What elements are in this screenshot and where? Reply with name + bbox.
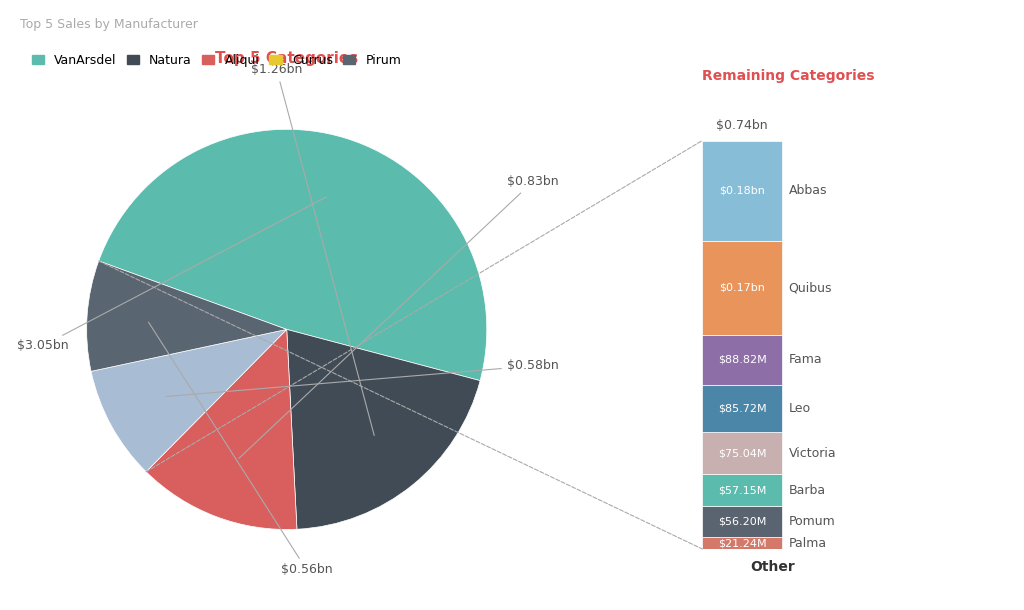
Text: Top 5 Sales by Manufacturer: Top 5 Sales by Manufacturer [20,18,199,31]
Text: $0.17bn: $0.17bn [719,283,765,293]
Text: $0.58bn: $0.58bn [167,359,558,396]
Bar [702,336,782,385]
Text: $0.18bn: $0.18bn [719,185,765,196]
Text: Quibus: Quibus [788,281,831,295]
Bar [702,432,782,474]
Text: Palma: Palma [788,537,826,550]
Text: $75.04M: $75.04M [718,448,766,458]
Bar [702,474,782,506]
Bar [702,385,782,432]
Bar [702,140,782,241]
Text: $21.24M: $21.24M [718,538,766,548]
Bar [702,241,782,336]
Text: $3.05bn: $3.05bn [16,197,327,353]
Text: Victoria: Victoria [788,447,837,460]
Wedge shape [91,329,287,472]
Text: Pomum: Pomum [788,515,836,528]
Text: $88.82M: $88.82M [718,355,767,365]
Title: Remaining Categories: Remaining Categories [702,70,874,84]
Wedge shape [146,329,297,529]
Bar [702,537,782,549]
Text: Fama: Fama [788,353,822,367]
Wedge shape [98,129,486,381]
Title: Top 5 Categories: Top 5 Categories [215,51,358,66]
Text: Barba: Barba [788,484,825,497]
Text: $56.20M: $56.20M [718,517,766,526]
Legend: VanArsdel, Natura, Aliqui, Currus, Pirum: VanArsdel, Natura, Aliqui, Currus, Pirum [27,49,407,72]
Text: $0.83bn: $0.83bn [239,175,558,458]
Text: $57.15M: $57.15M [718,485,766,495]
Text: Abbas: Abbas [788,184,827,197]
Text: Other: Other [751,561,796,574]
Text: $0.74bn: $0.74bn [716,120,768,132]
Text: $85.72M: $85.72M [718,404,766,414]
Wedge shape [287,329,480,529]
Wedge shape [87,261,287,371]
Text: $0.56bn: $0.56bn [148,322,333,576]
Text: $1.26bn: $1.26bn [251,63,374,436]
Bar [702,506,782,537]
Text: Leo: Leo [788,402,811,415]
